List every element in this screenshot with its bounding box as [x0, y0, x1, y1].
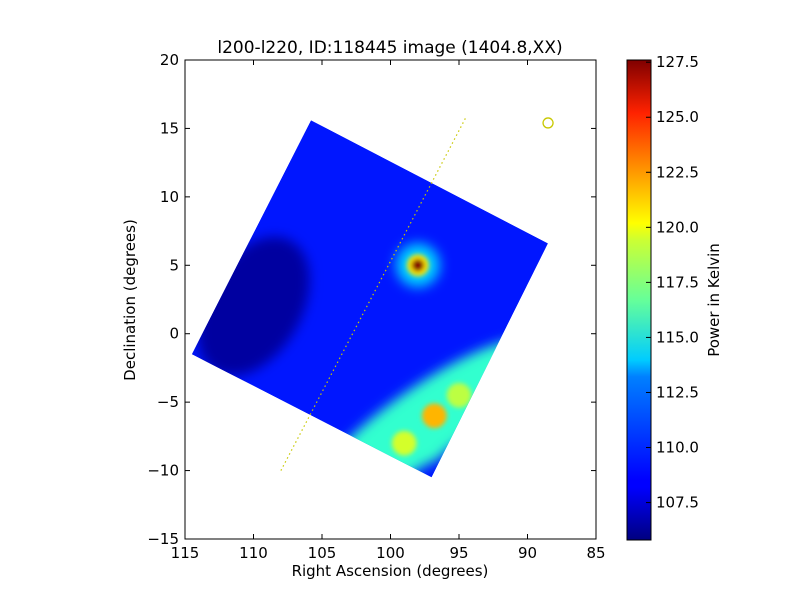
y-tick-label: 15	[160, 119, 179, 137]
x-tick-label: 95	[449, 544, 468, 562]
y-tick-label: 10	[160, 188, 179, 206]
scan-track-line	[280, 117, 467, 471]
x-tick-label: 110	[239, 544, 268, 562]
colorbar-tick-label: 110.0	[656, 439, 699, 457]
y-tick-label: 20	[160, 51, 179, 69]
colorbar-tick-label: 115.0	[656, 328, 699, 346]
x-tick-label: 100	[376, 544, 405, 562]
x-tick-label: 115	[171, 544, 200, 562]
colorbar-tick-label: 120.0	[656, 218, 699, 236]
x-axis: 115 110 105 100 95 90 85	[171, 60, 606, 562]
colorbar-tick-label: 107.5	[656, 494, 699, 512]
sky-map	[191, 120, 549, 478]
colorbar	[626, 59, 652, 541]
x-tick-label: 85	[586, 544, 605, 562]
colorbar-tick-label: 112.5	[656, 383, 699, 401]
colorbar-label: Power in Kelvin	[705, 243, 723, 357]
colorbar-tick-label: 122.5	[656, 163, 699, 181]
x-tick-label: 105	[308, 544, 337, 562]
x-tick-label: 90	[518, 544, 537, 562]
colorbar-tick-label: 117.5	[656, 273, 699, 291]
x-axis-label: Right Ascension (degrees)	[292, 562, 489, 580]
y-tick-label: 0	[169, 325, 179, 343]
y-axis: 20 15 10 5 0 −5 −10 −15	[147, 51, 596, 548]
warm-region-core	[391, 430, 417, 456]
y-tick-label: −10	[147, 462, 179, 480]
y-tick-label: 5	[169, 256, 179, 274]
source-marker	[542, 117, 554, 129]
colorbar-tick-label: 127.5	[656, 53, 699, 71]
colorbar-axis: 127.5 125.0 122.5 120.0 117.5 115.0 112.5 110.0…	[646, 53, 699, 512]
colorbar-tick-label: 125.0	[656, 108, 699, 126]
warm-region-core	[422, 403, 447, 429]
warm-region-core	[446, 382, 472, 408]
point-source-peak	[411, 259, 425, 272]
y-tick-label: −15	[147, 530, 179, 548]
y-tick-label: −5	[157, 393, 179, 411]
chart-title: l200-l220, ID:118445 image (1404.8,XX)	[217, 38, 562, 58]
y-axis-label: Declination (degrees)	[121, 219, 139, 381]
